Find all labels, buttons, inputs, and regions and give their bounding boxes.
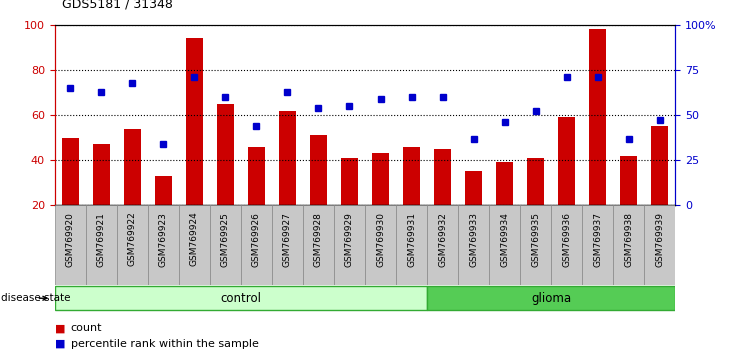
Text: GSM769928: GSM769928 xyxy=(314,212,323,267)
Text: GSM769925: GSM769925 xyxy=(221,212,230,267)
Bar xyxy=(651,126,668,205)
Bar xyxy=(465,171,482,205)
Bar xyxy=(155,176,172,205)
Text: GSM769939: GSM769939 xyxy=(656,212,664,267)
Text: ■: ■ xyxy=(55,339,65,349)
Bar xyxy=(589,29,606,205)
Text: GSM769932: GSM769932 xyxy=(438,212,447,267)
Text: percentile rank within the sample: percentile rank within the sample xyxy=(71,339,258,349)
Text: GDS5181 / 31348: GDS5181 / 31348 xyxy=(62,0,173,11)
Text: GSM769923: GSM769923 xyxy=(159,212,168,267)
Bar xyxy=(217,104,234,205)
Bar xyxy=(527,158,544,205)
Bar xyxy=(551,205,583,285)
Bar xyxy=(310,135,327,205)
Bar xyxy=(583,205,613,285)
Bar xyxy=(434,149,451,205)
Bar xyxy=(396,205,427,285)
Bar xyxy=(55,205,86,285)
Text: GSM769937: GSM769937 xyxy=(593,212,602,267)
Bar xyxy=(248,147,265,205)
Text: GSM769931: GSM769931 xyxy=(407,212,416,267)
Bar xyxy=(279,110,296,205)
Bar xyxy=(645,205,675,285)
Bar xyxy=(334,205,365,285)
Bar xyxy=(427,205,458,285)
Bar xyxy=(93,144,110,205)
Text: GSM769930: GSM769930 xyxy=(376,212,385,267)
Bar xyxy=(186,38,203,205)
Bar xyxy=(341,158,358,205)
Text: GSM769935: GSM769935 xyxy=(531,212,540,267)
Bar xyxy=(365,205,396,285)
FancyBboxPatch shape xyxy=(427,286,675,310)
Text: GSM769938: GSM769938 xyxy=(624,212,633,267)
Bar xyxy=(86,205,117,285)
Text: ■: ■ xyxy=(55,323,65,333)
Text: GSM769920: GSM769920 xyxy=(66,212,74,267)
Bar xyxy=(147,205,179,285)
Bar xyxy=(62,138,79,205)
Bar xyxy=(179,205,210,285)
Text: control: control xyxy=(220,292,261,305)
Text: GSM769927: GSM769927 xyxy=(283,212,292,267)
Text: GSM769936: GSM769936 xyxy=(562,212,571,267)
Text: GSM769924: GSM769924 xyxy=(190,212,199,267)
Text: GSM769921: GSM769921 xyxy=(97,212,106,267)
Text: GSM769929: GSM769929 xyxy=(345,212,354,267)
Text: GSM769922: GSM769922 xyxy=(128,212,137,267)
Text: glioma: glioma xyxy=(531,292,571,305)
Bar xyxy=(403,147,420,205)
Bar xyxy=(496,162,513,205)
Bar xyxy=(124,129,141,205)
Bar xyxy=(210,205,241,285)
Bar xyxy=(520,205,551,285)
FancyBboxPatch shape xyxy=(55,286,427,310)
Text: GSM769926: GSM769926 xyxy=(252,212,261,267)
Text: GSM769933: GSM769933 xyxy=(469,212,478,267)
Bar xyxy=(303,205,334,285)
Bar xyxy=(372,153,389,205)
Bar xyxy=(458,205,489,285)
Bar xyxy=(489,205,520,285)
Text: count: count xyxy=(71,323,102,333)
Bar xyxy=(272,205,303,285)
Bar xyxy=(558,117,575,205)
Text: disease state: disease state xyxy=(1,293,70,303)
Bar xyxy=(117,205,147,285)
Text: GSM769934: GSM769934 xyxy=(500,212,509,267)
Bar xyxy=(241,205,272,285)
Bar xyxy=(620,156,637,205)
Bar xyxy=(613,205,645,285)
